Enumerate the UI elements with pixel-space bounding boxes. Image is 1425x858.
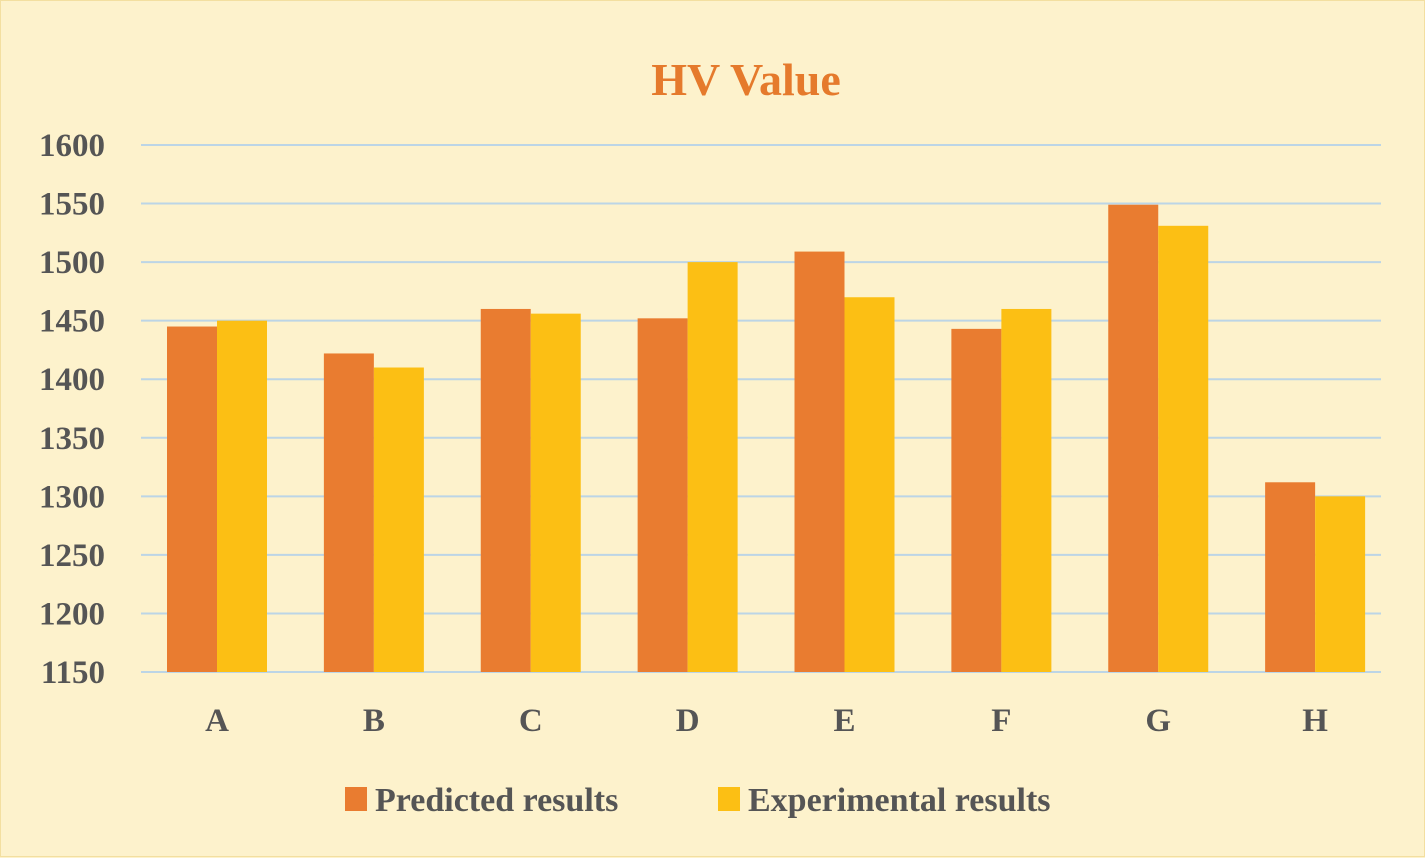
bar-predicted-D <box>637 318 688 672</box>
bar-experimental-B <box>373 367 424 672</box>
bar-experimental-C <box>530 313 581 672</box>
legend: Predicted results Experimental results <box>345 782 1051 819</box>
legend-swatch <box>718 787 740 811</box>
bar-predicted-B <box>323 353 374 672</box>
x-tick-label: A <box>205 703 229 739</box>
y-tick-label: 1400 <box>39 362 105 398</box>
y-tick-label: 1500 <box>39 245 105 281</box>
chart-title: HV Value <box>651 54 841 105</box>
bar-experimental-E <box>844 297 895 672</box>
y-tick-label: 1350 <box>39 421 105 457</box>
bar-experimental-G <box>1158 225 1209 672</box>
legend-label: Experimental results <box>748 782 1051 819</box>
bar-predicted-E <box>794 251 845 672</box>
y-tick-label: 1550 <box>39 187 105 223</box>
y-tick-label: 1150 <box>41 655 105 691</box>
x-tick-label: C <box>519 703 543 739</box>
bar-experimental-H <box>1315 496 1366 672</box>
legend-label: Predicted results <box>375 782 618 819</box>
x-tick-label: H <box>1302 703 1328 739</box>
y-tick-label: 1250 <box>39 538 105 574</box>
y-tick-label: 1600 <box>39 128 105 164</box>
bars <box>167 204 1366 672</box>
bar-experimental-A <box>217 320 267 672</box>
bar-predicted-A <box>167 326 217 672</box>
x-tick-label: F <box>991 703 1011 739</box>
y-tick-label: 1450 <box>39 304 105 340</box>
x-tick-label: G <box>1145 703 1171 739</box>
bar-predicted-H <box>1265 482 1316 672</box>
x-axis-tick-labels: A B C D E F G H <box>205 703 1328 739</box>
bar-experimental-F <box>1001 308 1052 672</box>
x-tick-label: B <box>363 703 385 739</box>
legend-swatch <box>345 787 367 811</box>
bar-predicted-G <box>1108 204 1159 672</box>
x-tick-label: E <box>833 703 855 739</box>
y-tick-label: 1300 <box>39 479 105 515</box>
y-axis-tick-labels: 1150 1200 1250 1300 1350 1400 1450 1500 1550 1600 <box>39 128 105 691</box>
bar-experimental-D <box>687 262 738 672</box>
x-tick-label: D <box>676 703 700 739</box>
bar-predicted-F <box>951 328 1002 672</box>
bar-predicted-C <box>480 308 531 672</box>
y-tick-label: 1200 <box>39 596 105 632</box>
